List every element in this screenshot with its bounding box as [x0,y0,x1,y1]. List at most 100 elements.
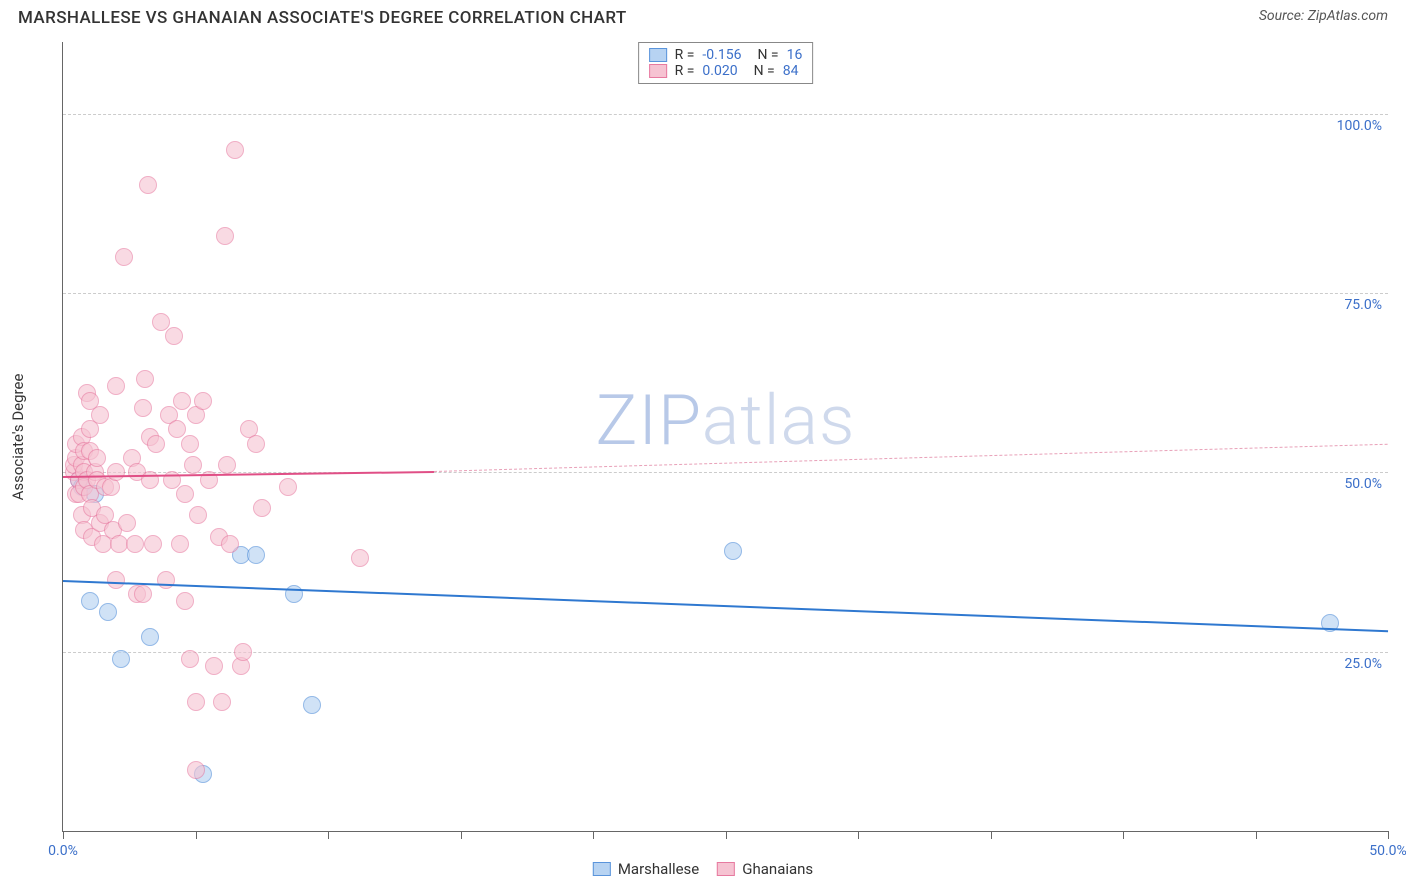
scatter-point [171,535,189,553]
y-tick-label: 25.0% [1344,656,1382,672]
legend-series: Marshallese Ghanaians [593,860,813,878]
scatter-point [126,535,144,553]
legend-item: Ghanaians [717,860,813,878]
legend-r-value: -0.156 [702,47,741,63]
scatter-point [724,542,742,560]
scatter-point [176,592,194,610]
scatter-point [141,471,159,489]
x-tick [461,831,462,839]
scatter-point [173,392,191,410]
scatter-point [163,471,181,489]
x-tick [726,831,727,839]
x-tick [196,831,197,839]
x-tick [858,831,859,839]
scatter-point [303,696,321,714]
scatter-point [247,546,265,564]
x-tick [328,831,329,839]
legend-row: R = -0.156 N = 16 [649,47,803,63]
scatter-point [168,420,186,438]
legend-label: Marshallese [618,860,699,878]
scatter-point [141,628,159,646]
scatter-point [253,499,271,517]
legend-swatch [649,48,667,62]
scatter-point [218,456,236,474]
x-tick-label: 0.0% [48,843,78,859]
x-tick [63,831,64,839]
scatter-point [81,592,99,610]
x-tick [991,831,992,839]
scatter-point [205,657,223,675]
scatter-point [147,435,165,453]
scatter-point [226,141,244,159]
legend-n-label: N = [754,63,775,79]
scatter-point [112,650,130,668]
chart-title: MARSHALLESE VS GHANAIAN ASSOCIATE'S DEGR… [18,8,627,28]
scatter-point [213,693,231,711]
scatter-point [187,761,205,779]
legend-item: Marshallese [593,860,699,878]
scatter-point [194,392,212,410]
y-tick-label: 100.0% [1337,118,1382,134]
scatter-point [221,535,239,553]
legend-label: Ghanaians [742,860,813,878]
scatter-point [181,435,199,453]
scatter-point [351,549,369,567]
plot-area: ZIPatlas R = -0.156 N = 16 R = 0.020 N = 84 25.… [62,42,1388,832]
y-tick-label: 75.0% [1344,297,1382,313]
scatter-point [247,435,265,453]
scatter-point [139,176,157,194]
x-tick [593,831,594,839]
scatter-point [91,406,109,424]
legend-swatch [649,64,667,78]
x-tick-label: 50.0% [1369,843,1406,859]
scatter-point [118,514,136,532]
watermark-zip: ZIP [595,380,701,462]
gridline [63,652,1388,653]
header: MARSHALLESE VS GHANAIAN ASSOCIATE'S DEGR… [0,0,1406,32]
x-tick [1123,831,1124,839]
legend-r-label: R = [675,47,695,63]
trend-line-extrapolated [434,444,1388,472]
legend-r-label: R = [675,63,695,79]
scatter-point [165,327,183,345]
scatter-point [107,377,125,395]
legend-n-label: N = [757,47,778,63]
scatter-point [88,449,106,467]
y-tick-label: 50.0% [1344,476,1382,492]
y-axis-label: Associate's Degree [9,374,27,501]
scatter-point [134,399,152,417]
scatter-point [107,463,125,481]
scatter-point [234,643,252,661]
watermark: ZIPatlas [595,380,855,462]
legend-row: R = 0.020 N = 84 [649,63,803,79]
scatter-point [279,478,297,496]
legend-r-value: 0.020 [702,63,737,79]
x-tick [1256,831,1257,839]
legend-correlation: R = -0.156 N = 16 R = 0.020 N = 84 [638,42,814,84]
scatter-point [107,571,125,589]
legend-n-value: 16 [787,47,803,63]
legend-swatch [717,862,735,876]
gridline [63,293,1388,294]
scatter-point [115,248,133,266]
scatter-point [157,571,175,589]
gridline [63,114,1388,115]
legend-n-value: 84 [783,63,799,79]
x-tick [1388,831,1389,839]
scatter-point [136,370,154,388]
scatter-point [176,485,194,503]
scatter-point [99,603,117,621]
scatter-point [216,227,234,245]
scatter-point [184,456,202,474]
scatter-point [189,506,207,524]
legend-swatch [593,862,611,876]
scatter-point [187,693,205,711]
trend-line [63,580,1388,632]
scatter-point [152,313,170,331]
chart-area: Associate's Degree ZIPatlas R =-0.156N =… [18,42,1388,832]
scatter-point [144,535,162,553]
scatter-point [181,650,199,668]
scatter-point [134,585,152,603]
source-attribution: Source: ZipAtlas.com [1259,8,1388,24]
chart-container: MARSHALLESE VS GHANAIAN ASSOCIATE'S DEGR… [0,0,1406,892]
